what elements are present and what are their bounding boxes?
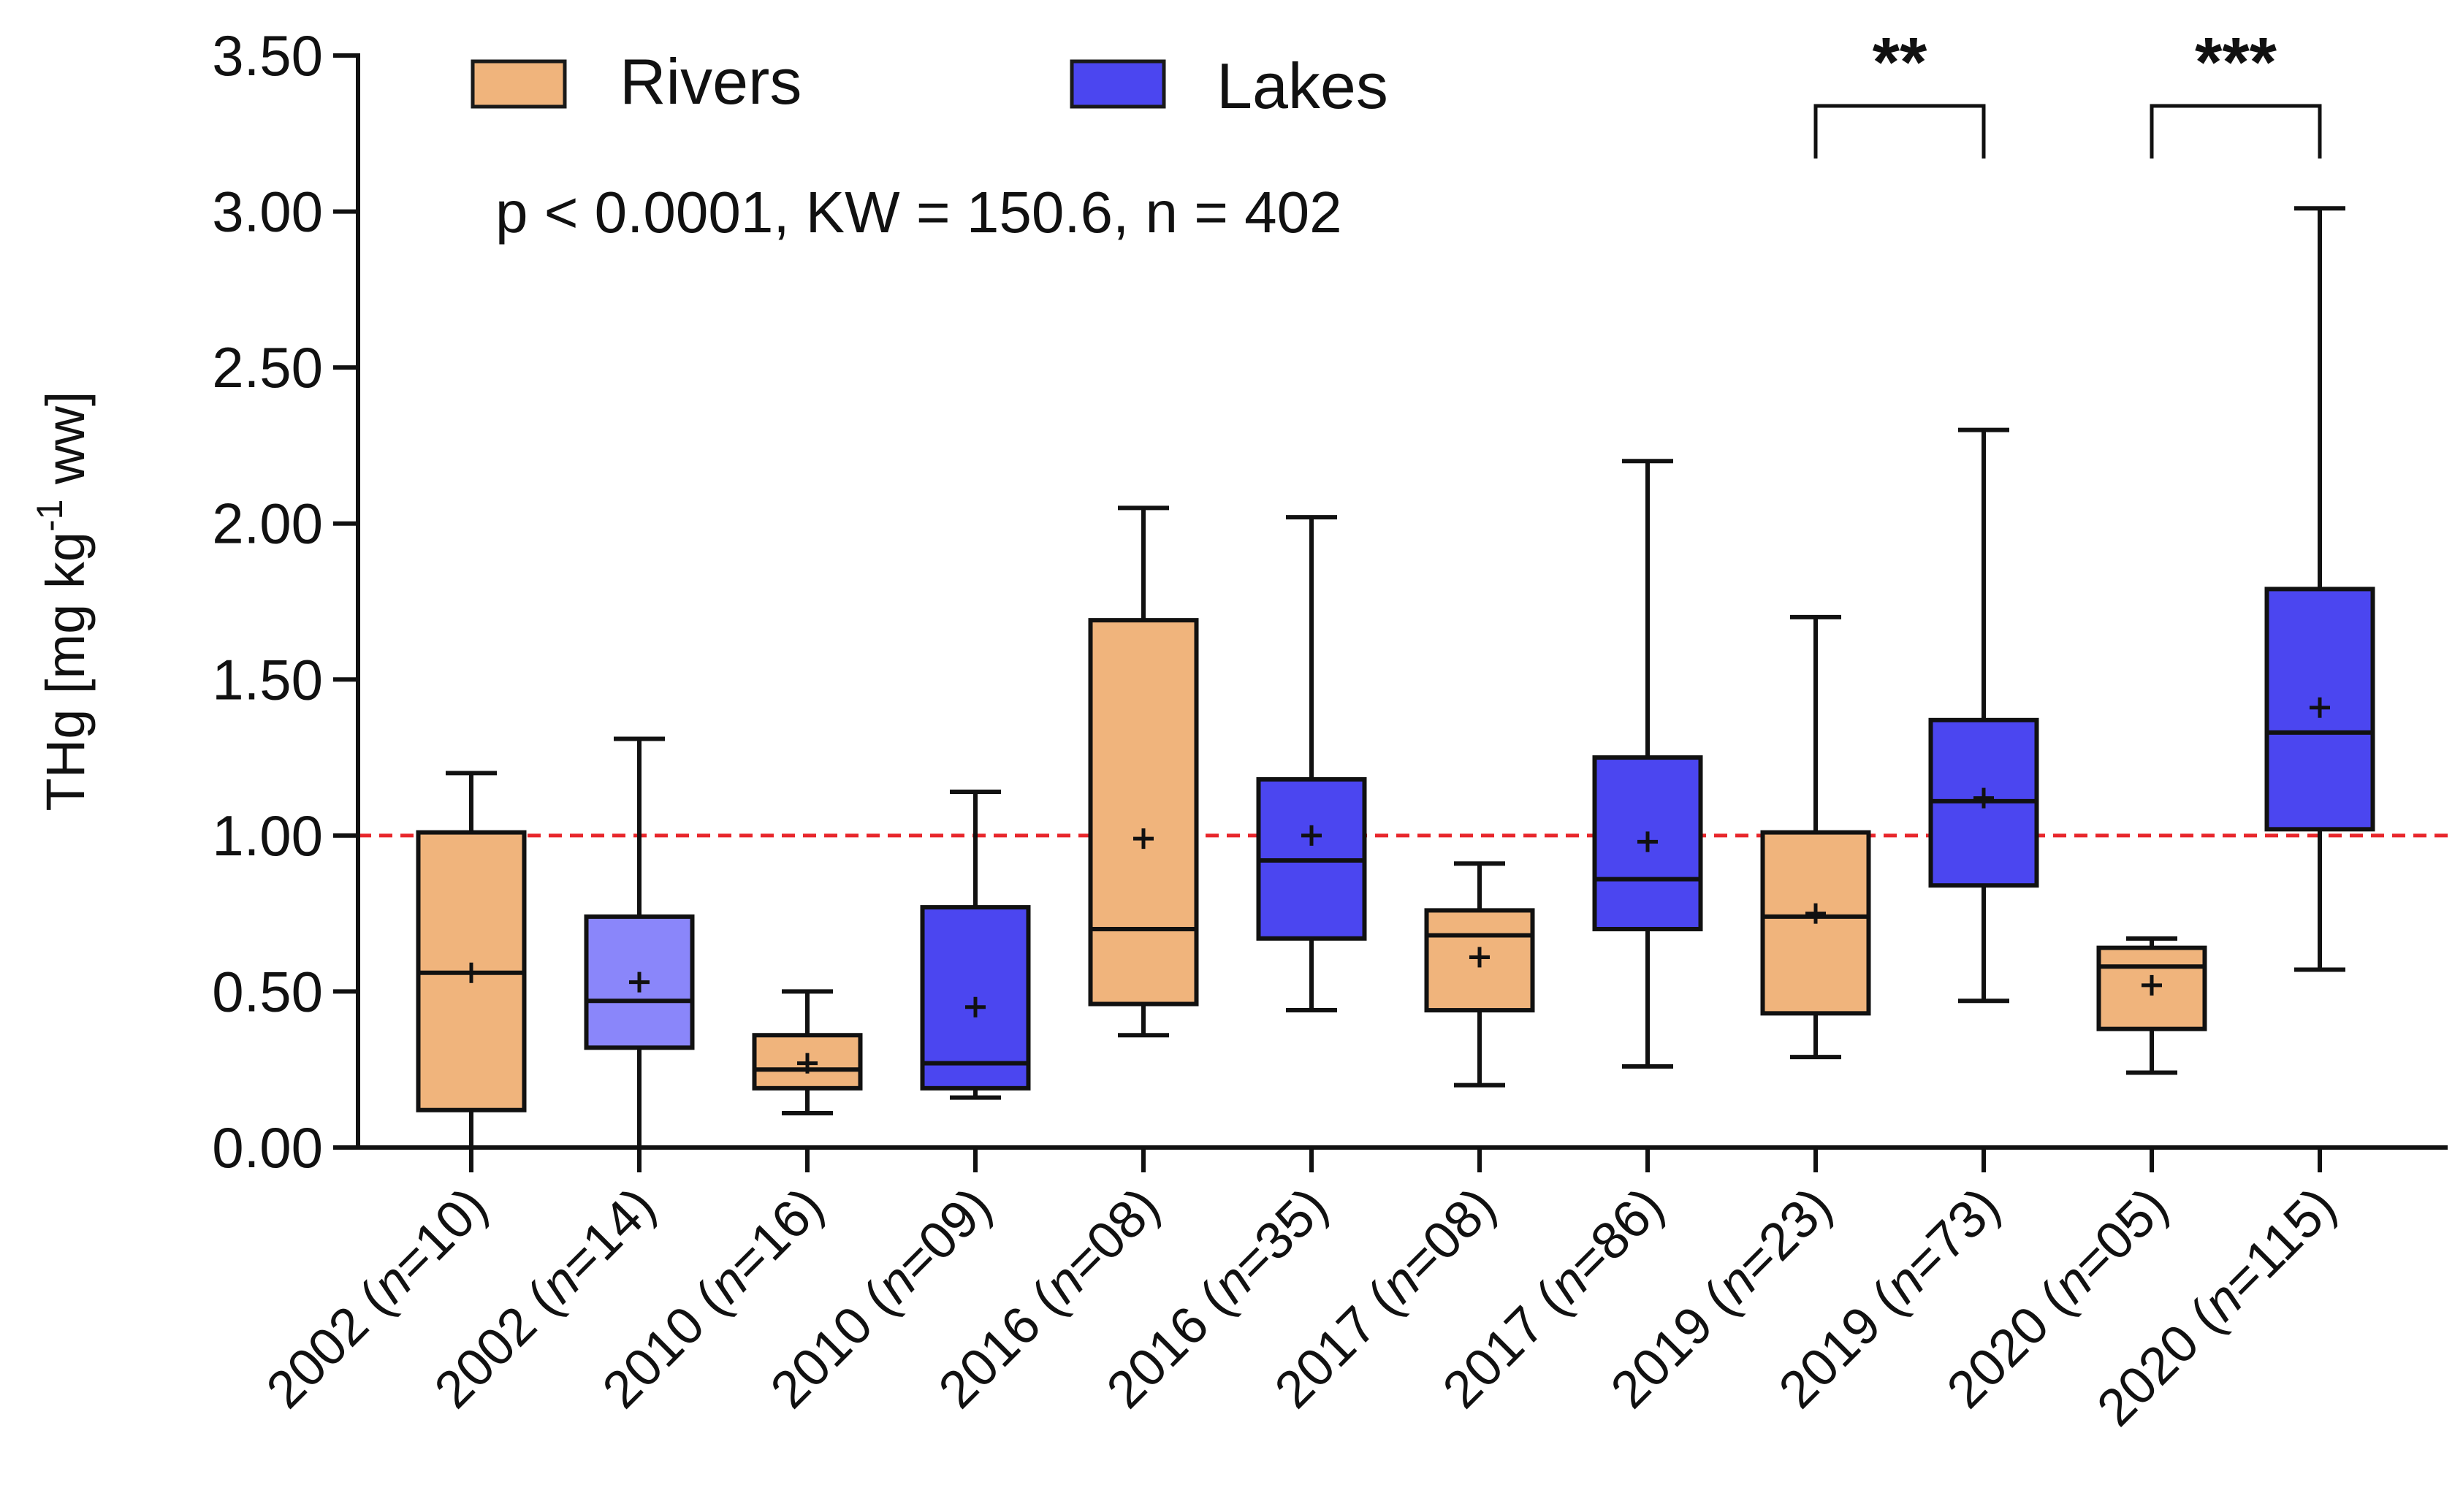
boxes-layer <box>416 206 2375 1148</box>
box-group-2016-lakes <box>1256 515 1367 1013</box>
y-axis-title-main: THg [mg kg <box>35 532 96 811</box>
y-tick-label: 0.00 <box>212 1115 323 1180</box>
x-tick-year: 2017 ( <box>1264 1272 1411 1419</box>
x-tick-year: 2019 ( <box>1768 1272 1915 1419</box>
x-tick-year: 2010 ( <box>592 1272 739 1419</box>
box-group-2002-lakes <box>584 736 695 1148</box>
x-tick-year: 2020 ( <box>2086 1291 2233 1437</box>
y-axis-title: THg [mg kg-1 ww] <box>29 392 96 812</box>
significance-bracket <box>2150 104 2322 159</box>
legend-label-rivers: Rivers <box>620 45 802 118</box>
y-tick-label: 1.00 <box>212 803 323 868</box>
significance-stars: *** <box>2195 23 2277 102</box>
y-axis-title-superscript: -1 <box>29 500 70 532</box>
box-group-2010-lakes <box>920 790 1031 1100</box>
x-tick-year: 2017 ( <box>1432 1272 1579 1419</box>
statistic-text: p < 0.0001, KW = 150.6, n = 402 <box>495 180 1342 245</box>
x-tick-year: 2020 ( <box>1936 1272 2083 1419</box>
legend-swatch-rivers <box>471 59 567 109</box>
x-tick-year: 2019 ( <box>1600 1272 1747 1419</box>
x-tick-year: 2016 ( <box>928 1272 1075 1419</box>
legend-swatch-lakes <box>1070 59 1166 109</box>
box-group-2019-lakes <box>1928 427 2039 1004</box>
y-tick-label: 1.50 <box>212 647 323 711</box>
box-iqr <box>1088 618 1199 1007</box>
significance-stars: ** <box>1873 23 1927 102</box>
x-tick-n-value: =115) <box>2212 1177 2347 1311</box>
box-group-2010-rivers <box>752 989 863 1116</box>
y-tick-label: 2.50 <box>212 335 323 400</box>
x-tick-year: 2002 ( <box>424 1272 571 1419</box>
box-group-2017-lakes <box>1592 459 1703 1069</box>
x-tick-year: 2016 ( <box>1096 1272 1243 1419</box>
x-tick-year: 2002 ( <box>256 1272 403 1419</box>
box-group-2019-rivers <box>1760 614 1871 1060</box>
y-tick-label: 3.50 <box>212 23 323 88</box>
significance-bracket <box>1813 104 1986 159</box>
legend-label-lakes: Lakes <box>1217 50 1388 122</box>
y-tick-label: 0.50 <box>212 959 323 1023</box>
y-tick-label: 2.00 <box>212 492 323 556</box>
box-group-2016-rivers <box>1088 505 1199 1038</box>
box-group-2020-rivers <box>2096 936 2207 1075</box>
box-group-2020-lakes <box>2264 206 2375 972</box>
legend: Rivers Lakes <box>471 45 1388 122</box>
y-axis-title-tail: ww] <box>35 392 96 500</box>
box-iqr <box>920 905 1031 1091</box>
annotations-layer: p < 0.0001, KW = 150.6, n = 402 ** *** <box>495 23 2322 245</box>
x-tick-year: 2010 ( <box>760 1272 907 1419</box>
y-tick-label: 3.00 <box>212 180 323 244</box>
box-group-2017-rivers <box>1424 861 1535 1088</box>
box-group-2002-rivers <box>416 771 527 1148</box>
